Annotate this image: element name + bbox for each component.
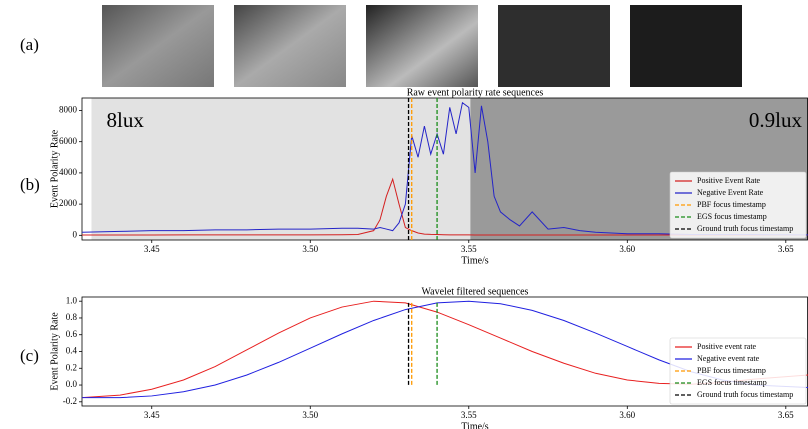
image-frame <box>630 5 742 87</box>
panel-label: (c) <box>20 346 39 365</box>
legend-label: EGS focus timestamp <box>697 212 767 221</box>
y-tick-label: 8000 <box>59 105 78 115</box>
region-label: 0.9lux <box>749 108 803 132</box>
shade-region <box>91 98 471 240</box>
y-tick-label: 1.0 <box>66 295 78 305</box>
legend-label: Ground truth focus timestamp <box>697 390 793 399</box>
data-line <box>81 101 808 236</box>
x-tick-label: 3.60 <box>619 244 635 254</box>
x-tick-label: 3.55 <box>461 410 477 420</box>
x-tick-label: 3.50 <box>302 244 318 254</box>
x-tick-label: 3.65 <box>778 410 794 420</box>
image-frame <box>498 5 610 87</box>
chart-title: Wavelet filtered sequences <box>422 286 529 297</box>
x-axis-label: Time/s <box>461 421 489 429</box>
y-tick-label: 0.0 <box>66 379 78 389</box>
x-axis-label: Time/s <box>461 255 489 266</box>
legend-label: Negative Event Rate <box>697 188 764 197</box>
image-frame <box>234 5 346 87</box>
data-line <box>82 177 808 236</box>
panel-label: (a) <box>20 35 39 54</box>
image-frame <box>366 5 478 87</box>
x-tick-label: 3.45 <box>144 244 160 254</box>
x-tick-label: 3.50 <box>302 410 318 420</box>
x-tick-label: 3.60 <box>619 410 635 420</box>
legend-box <box>669 171 807 239</box>
y-tick-label: 6000 <box>59 136 78 146</box>
y-axis-label: Event Polarity Rate <box>49 129 60 208</box>
y-tick-label: 0.4 <box>66 346 78 356</box>
x-tick-label: 3.55 <box>461 244 477 254</box>
y-tick-label: -0.2 <box>63 396 77 406</box>
legend-label: PBF focus timestamp <box>697 366 766 375</box>
legend-label: PBF focus timestamp <box>697 200 766 209</box>
legend-label: Positive event rate <box>697 342 757 351</box>
legend-label: Positive Event Rate <box>697 176 761 185</box>
y-tick-label: 0.2 <box>66 362 77 372</box>
y-tick-label: 0 <box>73 229 78 239</box>
panel-label: (b) <box>20 175 40 194</box>
x-tick-label: 3.65 <box>778 244 794 254</box>
legend-label: EGS focus timestamp <box>697 378 767 387</box>
legend-box <box>669 337 807 405</box>
y-tick-label: 4000 <box>59 167 78 177</box>
legend-label: Negative event rate <box>697 354 760 363</box>
y-tick-label: 0.8 <box>66 312 78 322</box>
chart-title: Raw event polarity rate sequences <box>407 87 544 98</box>
legend-label: Ground truth focus timestamp <box>697 224 793 233</box>
region-label: 8lux <box>107 108 145 132</box>
y-tick-label: 0.6 <box>66 329 78 339</box>
y-axis-label: Event Polarity Rate <box>49 312 60 391</box>
image-frame <box>102 5 214 87</box>
x-tick-label: 3.45 <box>144 410 160 420</box>
y-tick-label: 2000 <box>59 198 78 208</box>
